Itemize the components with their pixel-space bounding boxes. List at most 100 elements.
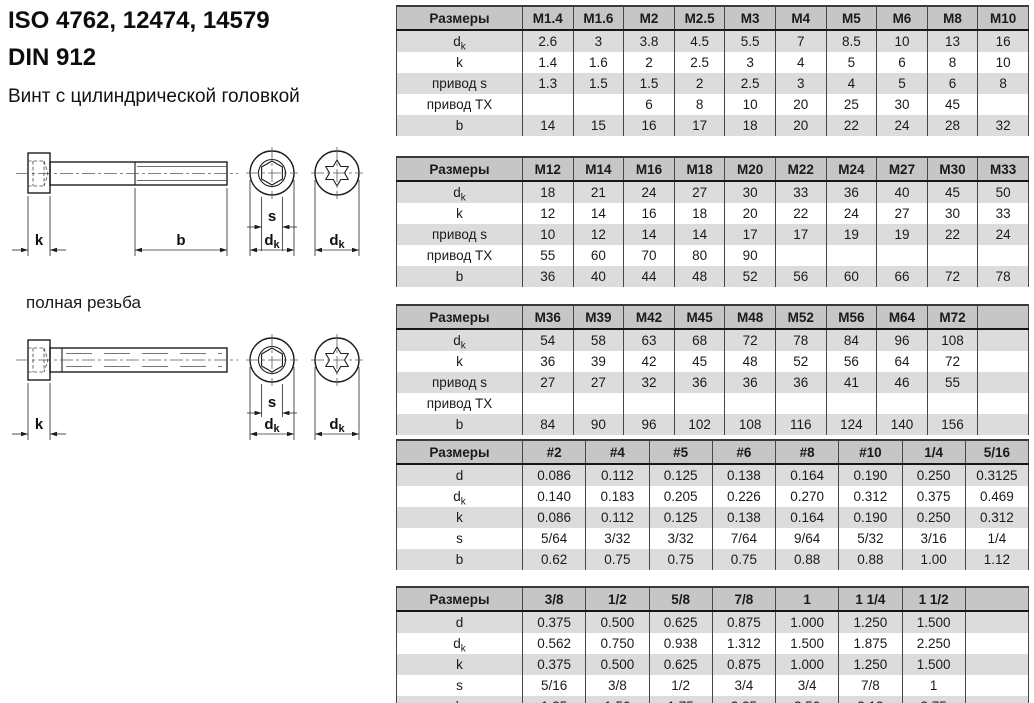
value-cell: 70 [623,245,675,266]
screw-drawing-partial-thread: k b s dk dk [12,147,363,256]
value-cell: 3/32 [585,528,650,549]
value-cell: 21 [572,181,625,203]
value-cell: 10 [977,52,1029,73]
value-cell: 5/32 [838,528,903,549]
value-cell: 13 [926,30,979,52]
table-row: dk 54 58 63 68 72 78 84 96 108 [396,329,1029,351]
row-label: dk [396,329,523,351]
value-cell: 25 [825,94,878,115]
value-cell [964,611,1030,633]
column-header: M24 [825,156,878,182]
value-cell: 4.5 [673,30,726,52]
value-cell: 20 [724,203,776,224]
value-cell: 0.75 [711,549,777,570]
column-header: M42 [623,304,675,330]
column-header: M8 [926,5,979,31]
value-cell: 15 [572,115,625,136]
value-cell: 52 [724,266,776,287]
value-cell: 7/8 [838,675,903,696]
screw-drawing-full-thread: k s dk dk [12,334,363,440]
value-cell [774,393,827,414]
sizes-header-label: Размеры [396,5,523,31]
value-cell: 0.112 [585,507,650,528]
sizes-header-label: Размеры [396,439,523,465]
value-cell: 0.164 [774,464,840,486]
value-cell [623,393,675,414]
value-cell: 96 [623,414,675,435]
column-header: #10 [838,439,903,465]
table-row: b 36 40 44 48 52 56 60 66 72 78 [396,266,1029,287]
column-header: 1 1/4 [838,586,903,612]
table-row: b 14 15 16 17 18 20 22 24 28 32 [396,115,1029,136]
value-cell: 10 [876,30,928,52]
value-cell: 7 [774,30,827,52]
value-cell [876,393,928,414]
value-cell: 20 [774,94,827,115]
value-cell: 0.226 [711,486,777,507]
value-cell: 41 [825,372,878,393]
value-cell [522,94,574,115]
value-cell: 0.625 [648,654,713,675]
value-cell: 2.5 [673,52,726,73]
value-cell: 5 [825,52,878,73]
value-cell: 156 [926,414,979,435]
sizes-header-label: Размеры [396,586,523,612]
row-label: привод TX [396,245,523,266]
value-cell: 60 [825,266,878,287]
value-cell: 72 [926,351,979,372]
value-cell [977,351,1029,372]
column-header: M1.4 [522,5,574,31]
table-row: s 5/16 3/8 1/2 3/4 3/4 7/8 1 [396,675,1030,696]
row-label: k [396,654,523,675]
value-cell: 0.270 [774,486,840,507]
table-row: привод TX 6 8 10 20 25 30 45 [396,94,1029,115]
value-cell: 3.75 [901,696,966,703]
value-cell: 1.000 [774,611,840,633]
table-row: d 0.375 0.500 0.625 0.875 1.000 1.250 1.500 [396,611,1030,633]
value-cell: 17 [673,115,726,136]
value-cell [572,94,625,115]
table-row: dk 2.6 3 3.8 4.5 5.5 7 8.5 10 13 16 [396,30,1029,52]
value-cell: 40 [876,181,928,203]
value-cell: 90 [572,414,625,435]
header-row: Размеры #2 #4 #5 #6 #8 #10 1/4 5/16 [396,439,1030,465]
row-label: привод s [396,372,523,393]
row-label: dk [396,486,523,507]
value-cell: 84 [522,414,574,435]
table-row: dk 0.562 0.750 0.938 1.312 1.500 1.875 2.250 [396,633,1030,654]
value-cell: 24 [977,224,1029,245]
value-cell [876,245,928,266]
column-header: M56 [825,304,878,330]
value-cell: 140 [876,414,928,435]
value-cell: 50 [977,181,1029,203]
column-header: M52 [774,304,827,330]
sizes-header-label: Размеры [396,304,523,330]
value-cell: 30 [876,94,928,115]
value-cell: 14 [522,115,574,136]
value-cell [964,696,1030,703]
table-row: привод s 1.3 1.5 1.5 2 2.5 3 4 5 6 8 [396,73,1029,94]
column-header: M3 [724,5,776,31]
value-cell: 27 [572,372,625,393]
header-row: Размеры 3/8 1/2 5/8 7/8 1 1 1/4 1 1/2 [396,586,1030,612]
value-cell: 1.00 [901,549,966,570]
value-cell: 0.190 [838,464,903,486]
table-row: привод s 10 12 14 14 17 17 19 19 22 24 [396,224,1029,245]
value-cell: 64 [876,351,928,372]
value-cell: 30 [724,181,776,203]
value-cell: 66 [876,266,928,287]
column-header: #8 [774,439,840,465]
value-cell [964,675,1030,696]
table-row: d 0.086 0.112 0.125 0.138 0.164 0.190 0.250 0.31… [396,464,1030,486]
value-cell: 6 [926,73,979,94]
size-table-2: Размеры M12 M14 M16 M18 M20 M22 M24 M27 M30 M33 dk 1… [396,156,1029,287]
value-cell: 45 [673,351,726,372]
dim-s-label: s [268,208,276,225]
value-cell: 3/8 [585,675,650,696]
value-cell: 124 [825,414,878,435]
row-label: привод s [396,224,523,245]
column-header: M12 [522,156,574,182]
row-label: привод s [396,73,523,94]
value-cell: 0.75 [648,549,713,570]
